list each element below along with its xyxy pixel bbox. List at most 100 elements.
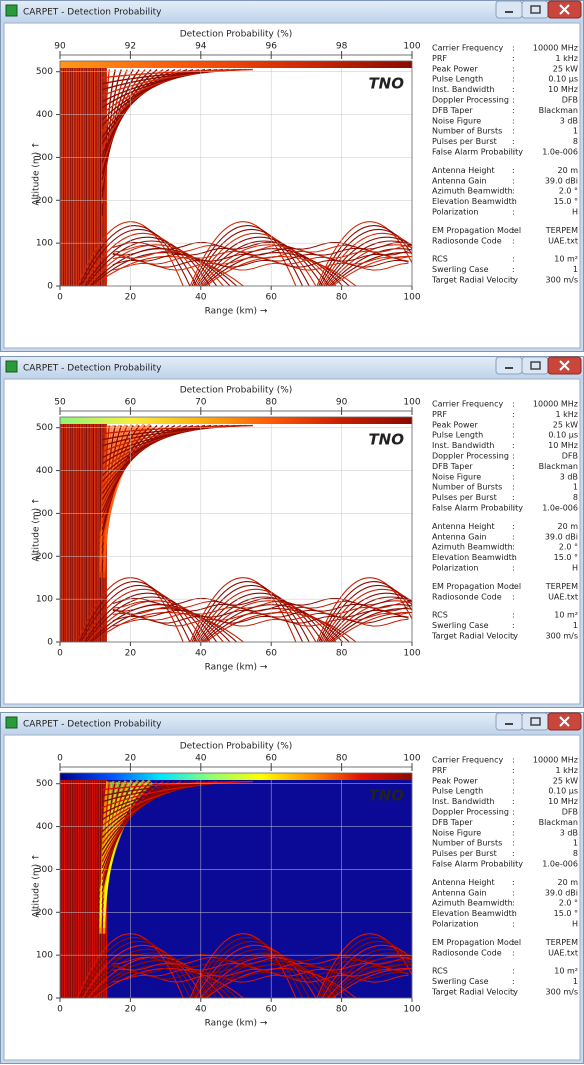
param-value: 0.10 µs: [548, 787, 578, 796]
heatmap-lobe: [203, 964, 350, 998]
param-label: Peak Power: [432, 776, 478, 785]
colorbar-tick-label: 0: [57, 754, 63, 764]
app-icon: [5, 716, 18, 729]
param-value: 20 m: [557, 878, 578, 887]
heatmap-band: [112, 259, 409, 268]
param-separator: :: [512, 967, 515, 976]
maximize-glyph: [530, 5, 541, 14]
heatmap-lobe: [323, 236, 412, 286]
x-tick-label: 40: [195, 1005, 207, 1015]
colorbar: [60, 61, 412, 68]
param-label: DFB Taper: [432, 106, 473, 115]
param-separator: :: [512, 878, 515, 887]
param-label: RCS: [432, 611, 448, 620]
y-tick-label: 200: [36, 908, 53, 918]
maximize-button[interactable]: [521, 356, 549, 375]
maximize-button[interactable]: [521, 0, 549, 19]
heatmap-lobe: [319, 585, 412, 642]
param-value: UAE.txt: [548, 948, 578, 957]
param-label: Inst. Bandwidth: [432, 441, 494, 450]
title-bar: [1, 357, 583, 378]
heatmap-lobe: [319, 229, 412, 286]
param-value: 15.0 °: [554, 197, 578, 206]
param-value: 20 m: [557, 522, 578, 531]
param-value: 15.0 °: [554, 553, 578, 562]
param-separator: :: [512, 452, 515, 461]
x-tick-label: 0: [57, 293, 63, 303]
param-label: Pulses per Burst: [432, 849, 497, 858]
minimize-button[interactable]: [495, 356, 523, 375]
colorbar-tick-label: 80: [265, 398, 277, 408]
heatmap-lobe: [198, 240, 330, 286]
heatmap-band: [112, 250, 409, 259]
param-separator: :: [512, 64, 515, 73]
x-tick-label: 100: [403, 1005, 420, 1015]
heatmap-lobe: [78, 225, 191, 286]
title-bar: [1, 1, 583, 22]
param-value: 300 m/s: [546, 988, 578, 997]
heatmap-lobe: [198, 952, 330, 998]
y-axis-label: Altitude (m) ↑: [32, 141, 42, 205]
x-tick-label: 80: [336, 293, 348, 303]
y-tick-label: 400: [36, 822, 53, 832]
param-separator: :: [512, 148, 515, 157]
heatmap-lobe: [196, 236, 324, 286]
param-label: Pulse Length: [432, 431, 483, 440]
param-value: 1 kHz: [556, 766, 578, 775]
param-value: 1: [573, 265, 578, 274]
colorbar-tick-label: 98: [336, 42, 348, 52]
close-glyph: [559, 716, 570, 727]
heatmap-lobe: [87, 600, 224, 642]
heatmap-lobe: [82, 232, 204, 286]
window: CARPET - Detection Probability TNO Detecti…: [0, 712, 584, 1064]
maximize-button[interactable]: [521, 712, 549, 731]
param-value: 0.10 µs: [548, 431, 578, 440]
param-label: Target Radial Velocity: [431, 276, 518, 285]
param-separator: :: [512, 255, 515, 264]
y-tick-label: 400: [36, 110, 53, 120]
param-value: 15.0 °: [554, 909, 578, 918]
app-icon: [5, 360, 18, 373]
param-value: 10 MHz: [548, 441, 578, 450]
param-label: RCS: [432, 255, 448, 264]
minimize-button[interactable]: [495, 0, 523, 19]
heatmap-lobe: [328, 604, 412, 642]
y-axis-label: Altitude (m) ↑: [32, 497, 42, 561]
param-separator: :: [512, 226, 515, 235]
param-separator: :: [512, 938, 515, 947]
param-value: 1.0e-006: [542, 504, 578, 513]
close-glyph: [559, 360, 570, 371]
param-label: Noise Figure: [432, 116, 481, 125]
heatmap-lobe: [93, 611, 244, 642]
colorbar-tick-label: 100: [403, 754, 420, 764]
param-value: DFB: [562, 96, 578, 105]
heatmap-lobe: [84, 236, 211, 286]
y-tick-label: 100: [36, 951, 53, 961]
param-value: 1 kHz: [556, 410, 578, 419]
x-tick-label: 60: [265, 649, 277, 659]
param-label: Doppler Processing: [432, 96, 509, 105]
colorbar-tick-label: 60: [125, 398, 137, 408]
param-value: 20 m: [557, 166, 578, 175]
param-value: 10 m²: [554, 611, 578, 620]
heatmap: [60, 61, 412, 286]
y-tick-label: 0: [47, 994, 53, 1004]
param-label: Pulses per Burst: [432, 137, 497, 146]
plot-frame: [59, 60, 413, 287]
param-value: UAE.txt: [548, 236, 578, 245]
param-separator: :: [512, 420, 515, 429]
param-label: Azimuth Beamwidth: [432, 899, 513, 908]
maximize-glyph: [530, 361, 541, 370]
param-label: Polarization: [432, 564, 479, 573]
x-tick-label: 20: [125, 293, 137, 303]
param-separator: :: [512, 808, 515, 817]
param-separator: :: [512, 116, 515, 125]
y-tick-label: 100: [36, 595, 53, 605]
param-value: 39.0 dBi: [545, 532, 578, 541]
x-axis-label: Range (km) →: [205, 1019, 268, 1029]
heatmap-lobe: [327, 956, 412, 998]
param-separator: :: [512, 410, 515, 419]
param-label: False Alarm Probability: [432, 860, 523, 869]
minimize-button[interactable]: [495, 712, 523, 731]
param-value: Blackman: [539, 462, 578, 471]
